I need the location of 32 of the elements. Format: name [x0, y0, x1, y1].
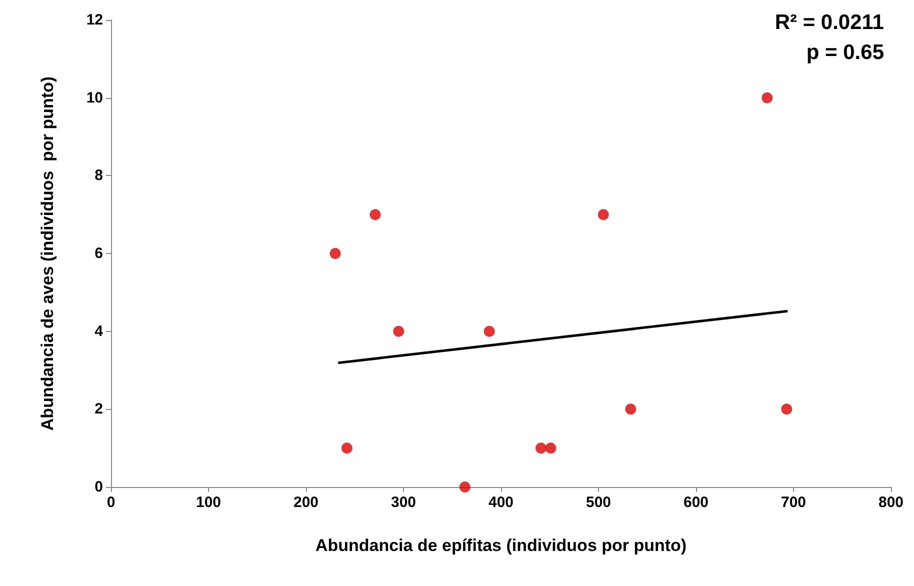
x-tick-label: 800 — [878, 494, 904, 511]
y-axis-title: Abundancia de aves (individuos por punto) — [38, 76, 57, 431]
x-axis-title: Abundancia de epífitas (individuos por punto) — [315, 536, 687, 555]
y-tick-label: 0 — [94, 478, 103, 496]
point — [393, 326, 404, 337]
point — [598, 209, 609, 220]
y-tick-label: 4 — [94, 322, 104, 340]
y-tick-label: 2 — [94, 400, 103, 418]
x-tick-label: 200 — [293, 494, 319, 511]
y-tick-label: 6 — [94, 245, 103, 262]
point — [330, 248, 341, 259]
x-tick-label: 500 — [586, 494, 612, 511]
point — [370, 209, 381, 220]
x-tick-label: 0 — [106, 494, 116, 511]
point — [762, 92, 773, 104]
point — [459, 482, 470, 492]
x-tick-label: 100 — [196, 494, 222, 511]
y-tick-label: 8 — [94, 167, 103, 184]
point — [341, 442, 352, 454]
y-tick-label: 12 — [86, 12, 103, 28]
annotation: R² = 0.0211 — [774, 11, 884, 34]
point — [545, 442, 556, 454]
x-tick-label: 600 — [683, 494, 709, 511]
point — [535, 442, 546, 454]
y-tick-label: 10 — [86, 89, 103, 106]
point — [781, 404, 792, 415]
point — [484, 326, 495, 337]
x-tick-label: 300 — [390, 494, 416, 511]
point — [625, 404, 636, 415]
x-tick-label: 700 — [780, 494, 806, 511]
x-tick-label: 400 — [488, 494, 514, 511]
annotation: p = 0.65 — [806, 41, 884, 64]
